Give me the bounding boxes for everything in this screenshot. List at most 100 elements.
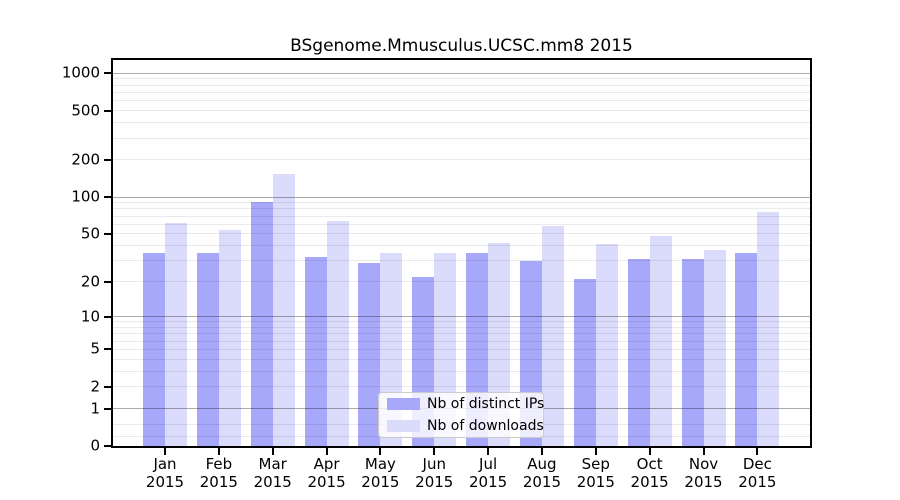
bar-nb-of-distinct-ips-mar (250, 202, 273, 446)
y-tick-mark-200 (104, 158, 111, 161)
x-tick-mark-jun (433, 448, 436, 455)
gridline-major-100 (113, 196, 810, 198)
x-tick-mark-nov (702, 448, 705, 455)
bar-nb-of-downloads-nov (703, 249, 726, 446)
gridline-minor-70 (113, 215, 810, 217)
gridline-minor-5 (113, 348, 810, 350)
bar-nb-of-distinct-ips-nov (681, 259, 704, 446)
x-tick-month-may: May (364, 455, 396, 473)
x-tick-mark-apr (325, 448, 328, 455)
x-tick-year-may: 2015 (361, 473, 400, 491)
gridline-minor-900 (113, 78, 810, 80)
bar-nb-of-downloads-feb (218, 229, 241, 446)
x-tick-year-feb: 2015 (199, 473, 238, 491)
gridline-minor-300 (113, 137, 810, 139)
x-tick-mark-oct (648, 448, 651, 455)
x-tick-mark-feb (217, 448, 220, 455)
gridline-minor-40 (113, 245, 810, 247)
gridline-minor-30 (113, 260, 810, 262)
x-tick-mark-sep (594, 448, 597, 455)
gridline-minor-700 (113, 91, 810, 93)
x-tick-label-sep: Sep 2015 (577, 455, 615, 491)
legend-swatch-distinct-ips-icon (387, 398, 420, 410)
x-tick-year-nov: 2015 (684, 473, 723, 491)
x-tick-month-oct: Oct (636, 455, 663, 473)
chart-title: BSgenome.Mmusculus.UCSC.mm8 2015 (290, 36, 633, 56)
y-tick-label-10: 10 (80, 307, 100, 326)
bar-nb-of-distinct-ips-dec (735, 252, 758, 446)
legend-label-distinct-ips: Nb of distinct IPs (427, 396, 545, 412)
gridline-minor-6 (113, 340, 810, 342)
x-tick-label-jun: Jun 2015 (415, 455, 453, 491)
legend: Nb of distinct IPs Nb of downloads (378, 392, 544, 438)
x-tick-year-jun: 2015 (415, 473, 454, 491)
bar-nb-of-downloads-mar (272, 174, 295, 446)
x-tick-month-jan: Jan (153, 455, 177, 473)
x-tick-label-nov: Nov 2015 (684, 455, 722, 491)
y-tick-mark-1000 (104, 72, 111, 75)
x-tick-month-nov: Nov (688, 455, 719, 473)
gridline-major-1000 (113, 72, 810, 74)
x-tick-year-mar: 2015 (253, 473, 292, 491)
bar-nb-of-distinct-ips-may (358, 262, 381, 446)
bar-nb-of-distinct-ips-oct (627, 259, 650, 446)
y-tick-label-50: 50 (80, 224, 100, 243)
x-tick-label-apr: Apr 2015 (307, 455, 345, 491)
gridline-minor-8 (113, 326, 810, 328)
x-tick-label-oct: Oct 2015 (631, 455, 669, 491)
gridline-major-10 (113, 316, 810, 318)
gridline-minor-4 (113, 358, 810, 360)
y-tick-label-500: 500 (71, 101, 100, 120)
x-tick-label-aug: Aug 2015 (523, 455, 561, 491)
y-tick-label-1000: 1000 (61, 63, 100, 82)
gridline-minor-400 (113, 122, 810, 124)
bar-nb-of-distinct-ips-apr (304, 257, 327, 446)
legend-item-distinct-ips: Nb of distinct IPs (387, 396, 544, 412)
gridline-minor-800 (113, 84, 810, 86)
legend-item-downloads: Nb of downloads (387, 418, 544, 434)
bar-nb-of-distinct-ips-sep (573, 279, 596, 446)
y-tick-label-200: 200 (71, 150, 100, 169)
gridline-minor-50 (113, 233, 810, 235)
gridline-minor-3 (113, 370, 810, 372)
bar-nb-of-downloads-oct (649, 236, 672, 446)
gridline-minor-200 (113, 159, 810, 161)
x-tick-year-sep: 2015 (576, 473, 615, 491)
bar-nb-of-downloads-aug (541, 226, 564, 446)
bar-nb-of-distinct-ips-jan (143, 252, 165, 446)
gridline-minor-500 (113, 110, 810, 112)
x-tick-year-jan: 2015 (145, 473, 185, 491)
x-tick-month-apr: Apr (313, 455, 340, 473)
legend-label-downloads: Nb of downloads (427, 418, 544, 434)
y-tick-label-5: 5 (90, 339, 100, 358)
x-tick-month-dec: Dec (742, 455, 772, 473)
bar-nb-of-downloads-sep (595, 244, 618, 446)
x-tick-month-jul: Jul (479, 455, 498, 473)
x-tick-mark-mar (271, 448, 274, 455)
grid-layer (113, 60, 810, 446)
x-tick-year-aug: 2015 (522, 473, 562, 491)
y-tick-label-20: 20 (80, 272, 100, 291)
bar-nb-of-distinct-ips-feb (196, 252, 219, 446)
x-tick-label-mar: Mar 2015 (254, 455, 292, 491)
y-tick-mark-100 (104, 196, 111, 198)
x-tick-year-oct: 2015 (630, 473, 669, 491)
x-tick-month-feb: Feb (205, 455, 233, 473)
gridline-minor-9 (113, 321, 810, 323)
x-tick-month-aug: Aug (527, 455, 557, 473)
gridline-minor-60 (113, 223, 810, 225)
gridline-minor-600 (113, 100, 810, 102)
gridline-minor-2 (113, 386, 810, 388)
y-tick-mark-10 (104, 315, 111, 318)
x-tick-mark-jul (487, 448, 490, 455)
gridline-minor-20 (113, 281, 810, 283)
x-tick-mark-jan (164, 448, 166, 455)
legend-swatch-downloads-icon (387, 420, 420, 432)
bar-nb-of-downloads-apr (326, 220, 349, 446)
x-tick-label-may: May 2015 (361, 455, 399, 491)
gridline-minor-7 (113, 333, 810, 335)
x-tick-label-feb: Feb 2015 (200, 455, 238, 491)
x-tick-month-mar: Mar (258, 455, 287, 473)
x-tick-label-jul: Jul 2015 (469, 455, 507, 491)
